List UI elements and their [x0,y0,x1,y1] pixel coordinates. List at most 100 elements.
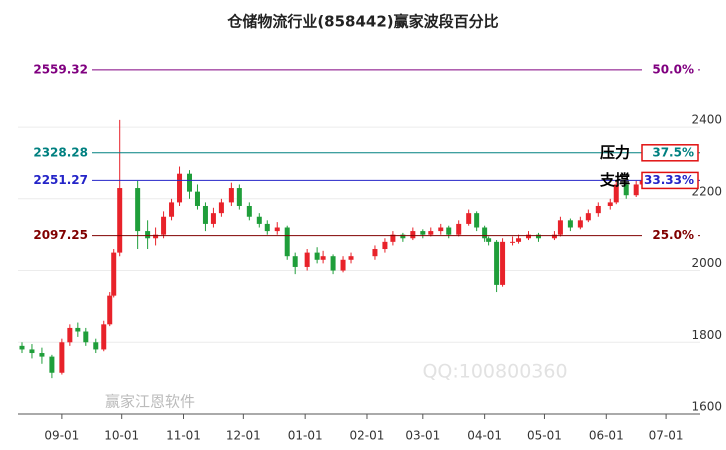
candle-body [19,345,25,350]
candle-body [274,227,280,232]
level-ratio-bg [641,144,699,162]
candle-body [466,213,472,224]
candle-body [400,234,406,239]
candle-body [607,202,613,206]
x-tick-label: 01-01 [288,429,323,443]
candle-body [382,241,388,250]
y-tick-label: 2200 [691,184,722,198]
candle-body [633,184,639,196]
candle-body [186,173,192,192]
candle-body [111,252,117,296]
candle-body [486,238,492,242]
x-tick-label: 04-01 [467,429,502,443]
y-tick-label: 2400 [691,113,722,127]
candle-body [438,227,444,232]
candle-body [49,356,55,373]
level-ratio-bg [642,61,698,78]
candle-body [83,331,89,343]
candle-body [292,256,298,267]
candle-body [246,205,252,217]
candle-body [93,342,99,350]
level-price-label: 2097.25 [33,228,88,242]
candle-body [428,231,434,235]
candle-body [284,227,290,257]
candle-body [613,184,619,203]
candle-body [595,205,601,214]
candle-body [510,241,516,243]
candle-body [29,349,35,354]
candle-body [340,259,346,271]
candle-body [577,220,583,228]
candle-body [551,234,557,239]
candle-body [264,223,270,232]
candle-body [623,184,629,196]
x-tick-label: 11-01 [166,429,201,443]
watermark: QQ:100800360 [422,361,567,383]
candle-body [161,216,167,235]
candle-body [557,220,563,235]
level-ratio-label: 50.0% [652,62,694,76]
x-tick-label: 05-01 [527,429,562,443]
level-ratio-label: 33.33% [644,173,694,187]
x-tick-label: 02-01 [350,429,385,443]
candle-body [348,256,354,260]
level-label-bg [30,172,90,189]
candle-body [39,353,45,357]
y-tick-label: 2000 [691,256,722,270]
level-ratio-label: 37.5% [652,145,694,159]
candle-body [236,188,242,206]
candle-body [482,227,488,239]
candle-body [177,173,183,203]
watermark: 赢家江恩软件 [105,393,195,411]
candle-body [494,241,500,285]
candle-body [67,327,73,343]
level-note: 支撑 [599,171,630,189]
candle-body [320,256,326,260]
candle-body [516,238,522,242]
candle-body [153,234,159,239]
candle-body [446,227,452,235]
candle-body [107,295,113,325]
candle-body [228,188,234,203]
level-label-bg [30,144,90,161]
candle-body [218,202,224,214]
level-ratio-bg [642,227,698,244]
candle-body [101,324,107,350]
level-label-bg [30,227,90,244]
level-price-label: 2559.32 [33,62,88,76]
candle-body [567,220,573,228]
candle-body [535,234,541,239]
candle-body [372,249,378,257]
candle-body [202,205,208,224]
candle-body [314,252,320,260]
candle-body [194,191,200,206]
candle-body [256,216,262,224]
x-tick-label: 12-01 [226,429,261,443]
chart-title: 仓储物流行业(858442)赢家波段百分比 [226,13,498,31]
candle-body [330,256,336,271]
level-label-bg [30,61,90,78]
candle-body [59,342,65,373]
candle-body [145,231,151,239]
level-ratio-label: 25.0% [652,228,694,242]
candle-body [585,213,591,221]
x-tick-label: 06-01 [589,429,624,443]
x-tick-label: 10-01 [104,429,139,443]
candle-body [135,188,141,232]
candle-body [75,327,81,332]
candle-body [526,234,532,239]
candle-body [304,252,310,267]
level-ratio-bg [641,171,699,190]
candle-body [117,188,123,253]
y-tick-label: 1600 [691,400,722,414]
x-tick-label: 07-01 [649,429,684,443]
candle-body [456,223,462,235]
candle-body [500,241,506,285]
level-note: 压力 [600,143,630,161]
candle-body [390,234,396,242]
x-tick-label: 09-01 [44,429,79,443]
candle-body [420,231,426,235]
candle-body [169,202,175,217]
x-tick-label: 03-01 [405,429,440,443]
